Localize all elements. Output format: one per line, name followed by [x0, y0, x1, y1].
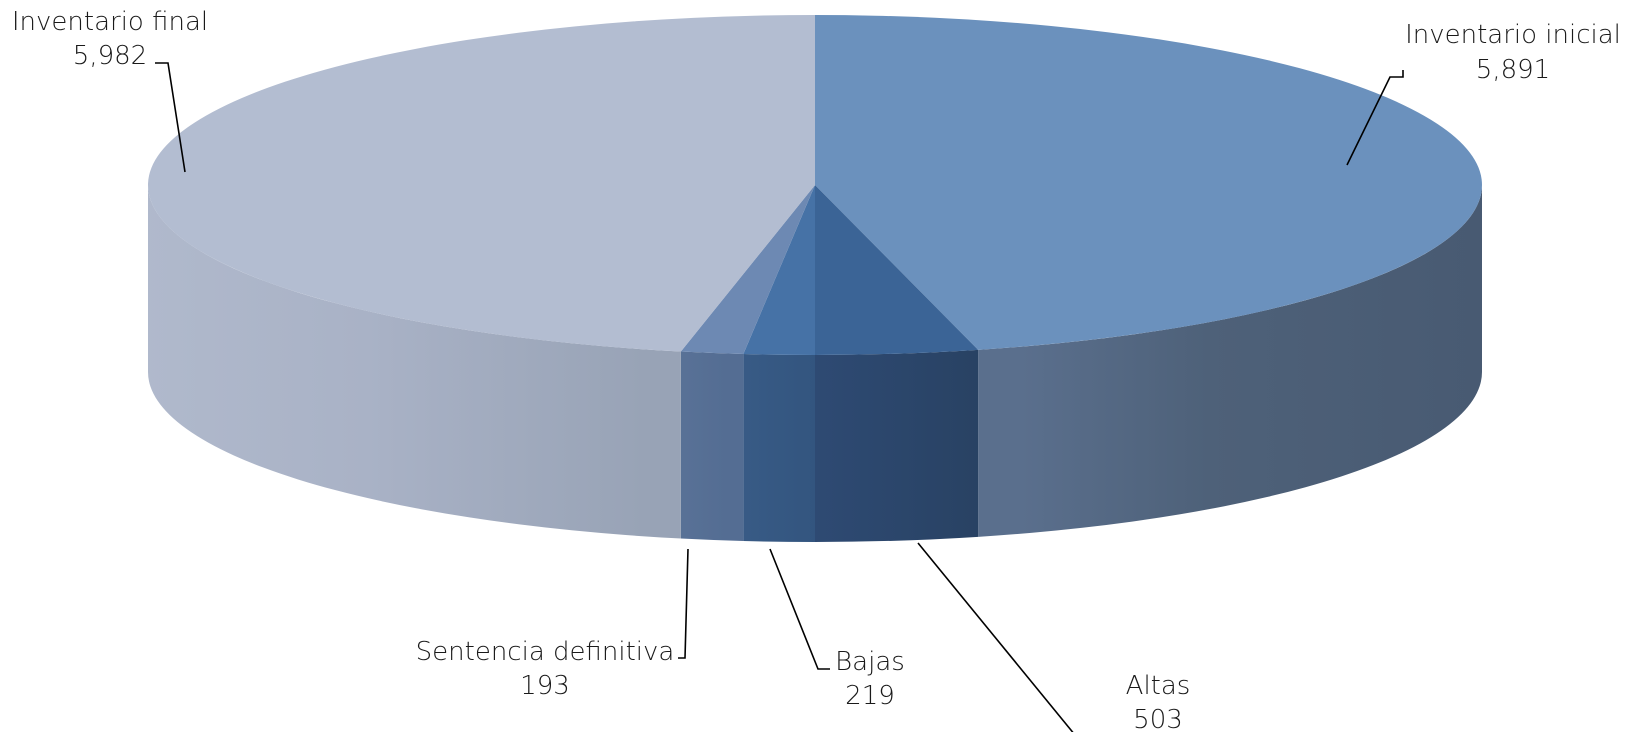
slice-label-inventario-final: Inventario final [12, 7, 208, 37]
slice-value-sentencia-definitiva: 193 [520, 671, 570, 701]
leader-line-inventario-inicial [1346, 70, 1404, 166]
pie-wall-inventario-inicial [978, 185, 1482, 537]
leader-line-altas [917, 542, 1074, 732]
slice-value-inventario-final: 5,982 [73, 41, 147, 71]
pie-wall-inventario-final [148, 185, 681, 539]
pie-slice-sentencia-definitiva [680, 185, 815, 355]
label-leader-lines [155, 62, 1404, 732]
pie-wall-bajas [743, 354, 815, 542]
pie-wall-altas [815, 349, 979, 542]
slice-value-altas: 503 [1133, 705, 1183, 732]
leader-line-inventario-final [155, 62, 186, 173]
slice-labels: Inventario inicial 5,891 Altas 503 Bajas 219 S… [12, 7, 1621, 732]
leader-line-bajas [769, 548, 830, 670]
pie-wall-sentencia-definitiva [680, 351, 744, 542]
slice-label-inventario-inicial: Inventario inicial [1405, 20, 1621, 50]
slice-label-altas: Altas [1126, 671, 1191, 701]
slice-label-sentencia-definitiva: Sentencia definitiva [416, 637, 675, 667]
leader-line-sentencia-definitiva [678, 548, 689, 659]
pie-slice-inventario-inicial [815, 15, 1483, 350]
pie-slice-bajas [743, 185, 815, 355]
slice-label-bajas: Bajas [835, 647, 905, 677]
slice-value-bajas: 219 [845, 681, 895, 711]
slice-value-inventario-inicial: 5,891 [1476, 55, 1550, 85]
pie-top-faces [147, 15, 1483, 355]
pie-side-walls [148, 185, 1482, 542]
pie-slice-altas [815, 185, 979, 355]
pie-slice-inventario-final [147, 15, 816, 352]
